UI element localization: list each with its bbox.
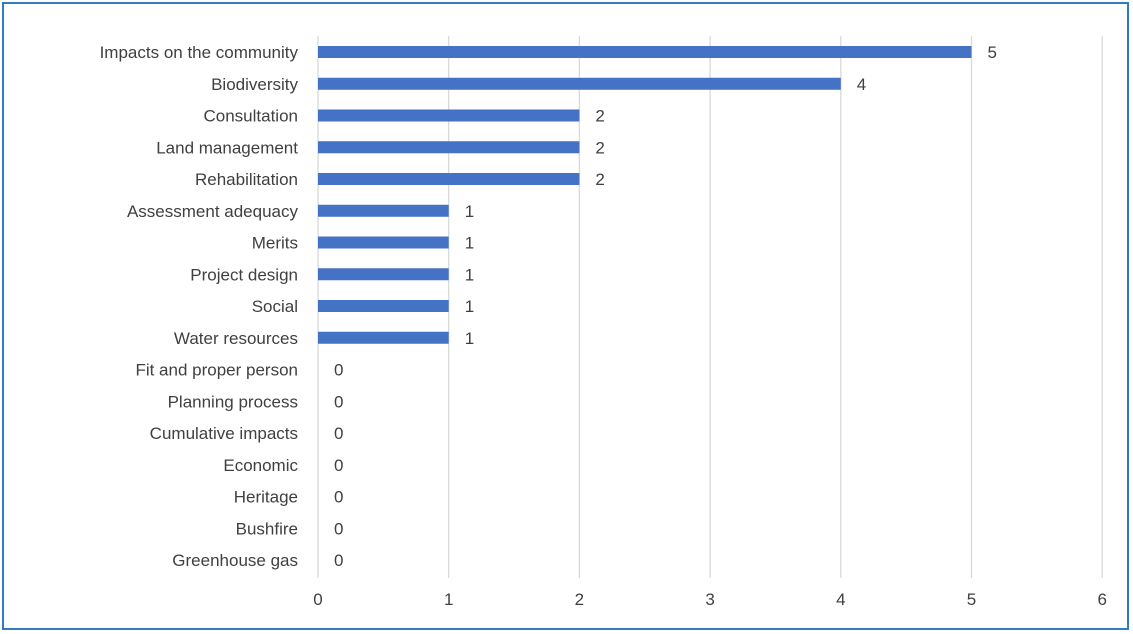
data-label: 1 [465,234,474,253]
data-label: 2 [595,107,604,126]
category-label: Merits [252,234,298,253]
bar [318,236,449,249]
bar [318,141,580,154]
category-label: Land management [156,138,298,157]
x-tick-label: 2 [575,590,584,609]
category-labels: Impacts on the community Biodiversity Cons… [100,43,299,570]
category-label: Water resources [174,329,298,348]
bar [318,46,972,58]
x-tick-label: 1 [444,590,453,609]
bar [318,268,449,281]
category-label: Planning process [168,392,298,411]
data-label: 0 [334,519,343,538]
category-label: Impacts on the community [100,43,299,62]
category-label: Cumulative impacts [150,424,298,443]
data-label: 0 [334,488,343,507]
category-label: Fit and proper person [135,361,298,380]
data-label: 0 [334,392,343,411]
data-labels: 5 4 2 2 2 1 1 1 1 1 0 0 0 0 0 0 0 [334,43,997,570]
category-label: Consultation [203,107,298,126]
category-label: Greenhouse gas [172,551,298,570]
x-axis-tick-labels: 0 1 2 3 4 5 6 [313,590,1107,609]
category-label: Biodiversity [211,75,298,94]
data-label: 1 [465,297,474,316]
data-label: 0 [334,424,343,443]
bar [318,204,449,217]
data-label: 2 [595,138,604,157]
x-tick-label: 0 [313,590,322,609]
x-tick-label: 6 [1097,590,1106,609]
bar [318,173,580,185]
x-tick-label: 4 [836,590,845,609]
data-label: 0 [334,456,343,475]
data-label: 4 [857,75,866,94]
category-label: Rehabilitation [195,170,298,189]
data-label: 5 [988,43,997,62]
category-label: Economic [223,456,298,475]
bar [318,77,841,90]
bar-chart: Impacts on the community Biodiversity Cons… [100,36,1107,609]
data-label: 2 [595,170,604,189]
bar [318,109,580,122]
data-label: 1 [465,329,474,348]
data-label: 1 [465,202,474,221]
bars [318,46,972,344]
data-label: 1 [465,265,474,284]
x-tick-label: 3 [705,590,714,609]
gridlines [317,36,1103,578]
category-label: Bushfire [236,519,298,538]
bar [318,300,449,312]
category-label: Heritage [234,488,298,507]
x-tick-label: 5 [967,590,976,609]
category-label: Project design [190,265,298,284]
data-label: 0 [334,361,343,380]
category-label: Social [252,297,298,316]
category-label: Assessment adequacy [127,202,299,221]
bar [318,331,449,344]
data-label: 0 [334,551,343,570]
